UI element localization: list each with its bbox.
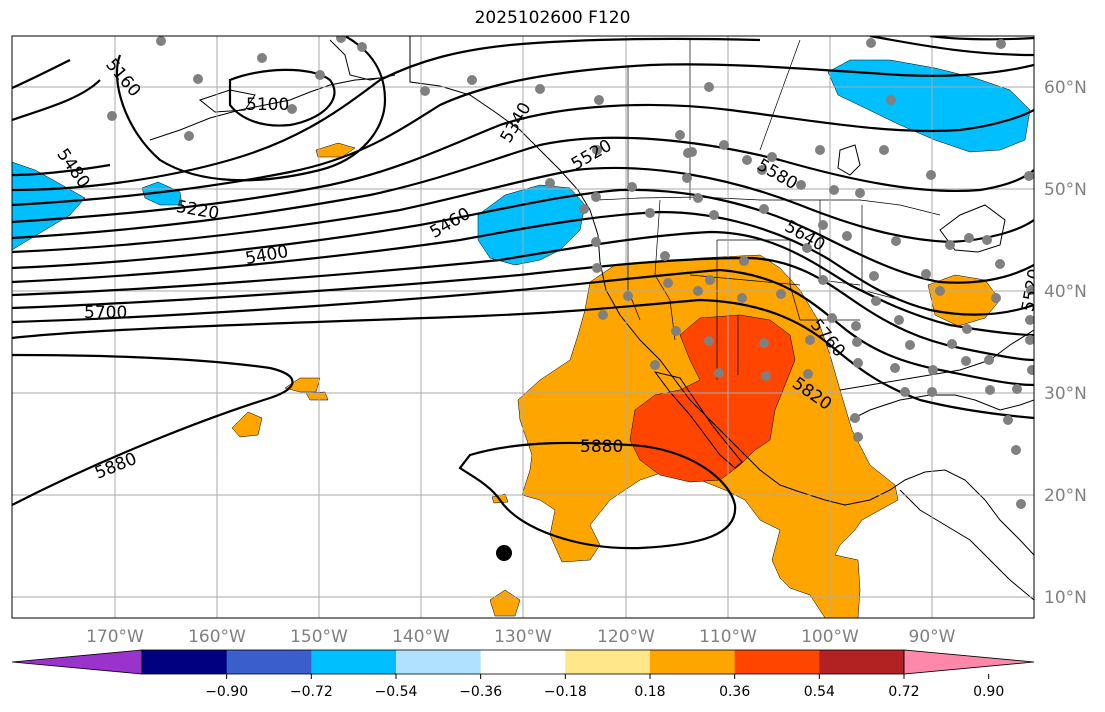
station-dots <box>107 36 1034 509</box>
positive-anomaly-small <box>284 377 321 393</box>
colorbar-segment <box>311 650 397 674</box>
lat-label: 10°N <box>1044 588 1087 608</box>
negative-anomaly-region <box>827 59 1031 153</box>
colorbar-tick-label: 0.18 <box>634 684 665 700</box>
lat-label: 60°N <box>1044 78 1087 98</box>
colorbar-tick-label: −0.18 <box>544 684 587 700</box>
height-contours <box>12 36 1034 550</box>
colorbar-tick-label: −0.72 <box>290 684 333 700</box>
lat-label: 30°N <box>1044 384 1087 404</box>
lat-label: 20°N <box>1044 486 1087 506</box>
lon-label: 150°W <box>290 627 348 647</box>
colorbar-extend-high <box>903 649 1035 675</box>
colorbar-tick-label: −0.90 <box>205 684 248 700</box>
colorbar-segment <box>819 650 905 674</box>
longitude-labels: 170°W 160°W 150°W 140°W 130°W 120°W 110°… <box>86 627 956 647</box>
negative-anomaly-region <box>12 161 86 251</box>
lon-label: 140°W <box>392 627 450 647</box>
contour-5100 <box>228 68 336 127</box>
colorbar-segment <box>226 650 312 674</box>
colorbar-tick-label: −0.36 <box>459 684 502 700</box>
colorbar-segment <box>396 650 482 674</box>
colorbar-tick-label: 0.72 <box>888 684 919 700</box>
colorbar-tick-label: −0.54 <box>375 684 418 700</box>
lat-label: 50°N <box>1044 180 1087 200</box>
map-panel: 5160 5100 5480 5220 5400 5700 5880 5880 … <box>12 36 1034 618</box>
positive-anomaly-small <box>315 142 356 158</box>
map-frame <box>11 35 1035 619</box>
colorbar-segment <box>565 650 651 674</box>
positive-anomaly-small <box>231 411 263 438</box>
map-title: 2025102600 F120 <box>474 8 631 28</box>
lon-label: 110°W <box>699 627 757 647</box>
colorbar-segment <box>650 650 736 674</box>
colorbar-segment <box>480 650 566 674</box>
lon-label: 170°W <box>86 627 144 647</box>
negative-anomaly-region <box>477 184 586 266</box>
contour-label: 5100 <box>246 95 289 115</box>
contour-5880-west <box>12 353 294 506</box>
colorbar-tick-label: 0.36 <box>719 684 750 700</box>
colorbar: −0.90 −0.72 −0.54 −0.36 −0.18 0.18 0.36 0.54 0.7… <box>11 649 1035 700</box>
colorbar-tick-label: 0.54 <box>804 684 835 700</box>
colorbar-segment <box>734 650 820 674</box>
contour-5160 <box>115 36 387 182</box>
colorbar-frame <box>141 649 905 675</box>
lon-label: 100°W <box>801 627 859 647</box>
contour-label: 5880 <box>580 437 623 457</box>
lon-label: 130°W <box>494 627 552 647</box>
lat-label: 40°N <box>1044 282 1087 302</box>
latitude-labels: 60°N 50°N 40°N 30°N 20°N 10°N <box>1044 78 1087 608</box>
colorbar-extend-low <box>11 649 143 675</box>
storm-center-dot <box>496 545 512 561</box>
lon-label: 160°W <box>188 627 246 647</box>
contour-5880-east <box>458 441 737 550</box>
lon-label: 120°W <box>597 627 655 647</box>
lon-label: 90°W <box>909 627 956 647</box>
negative-anomaly-region <box>141 181 183 206</box>
contour-label: 5700 <box>84 303 127 323</box>
colorbar-segment <box>142 650 228 674</box>
colorbar-tick-label: 0.90 <box>973 684 1004 700</box>
